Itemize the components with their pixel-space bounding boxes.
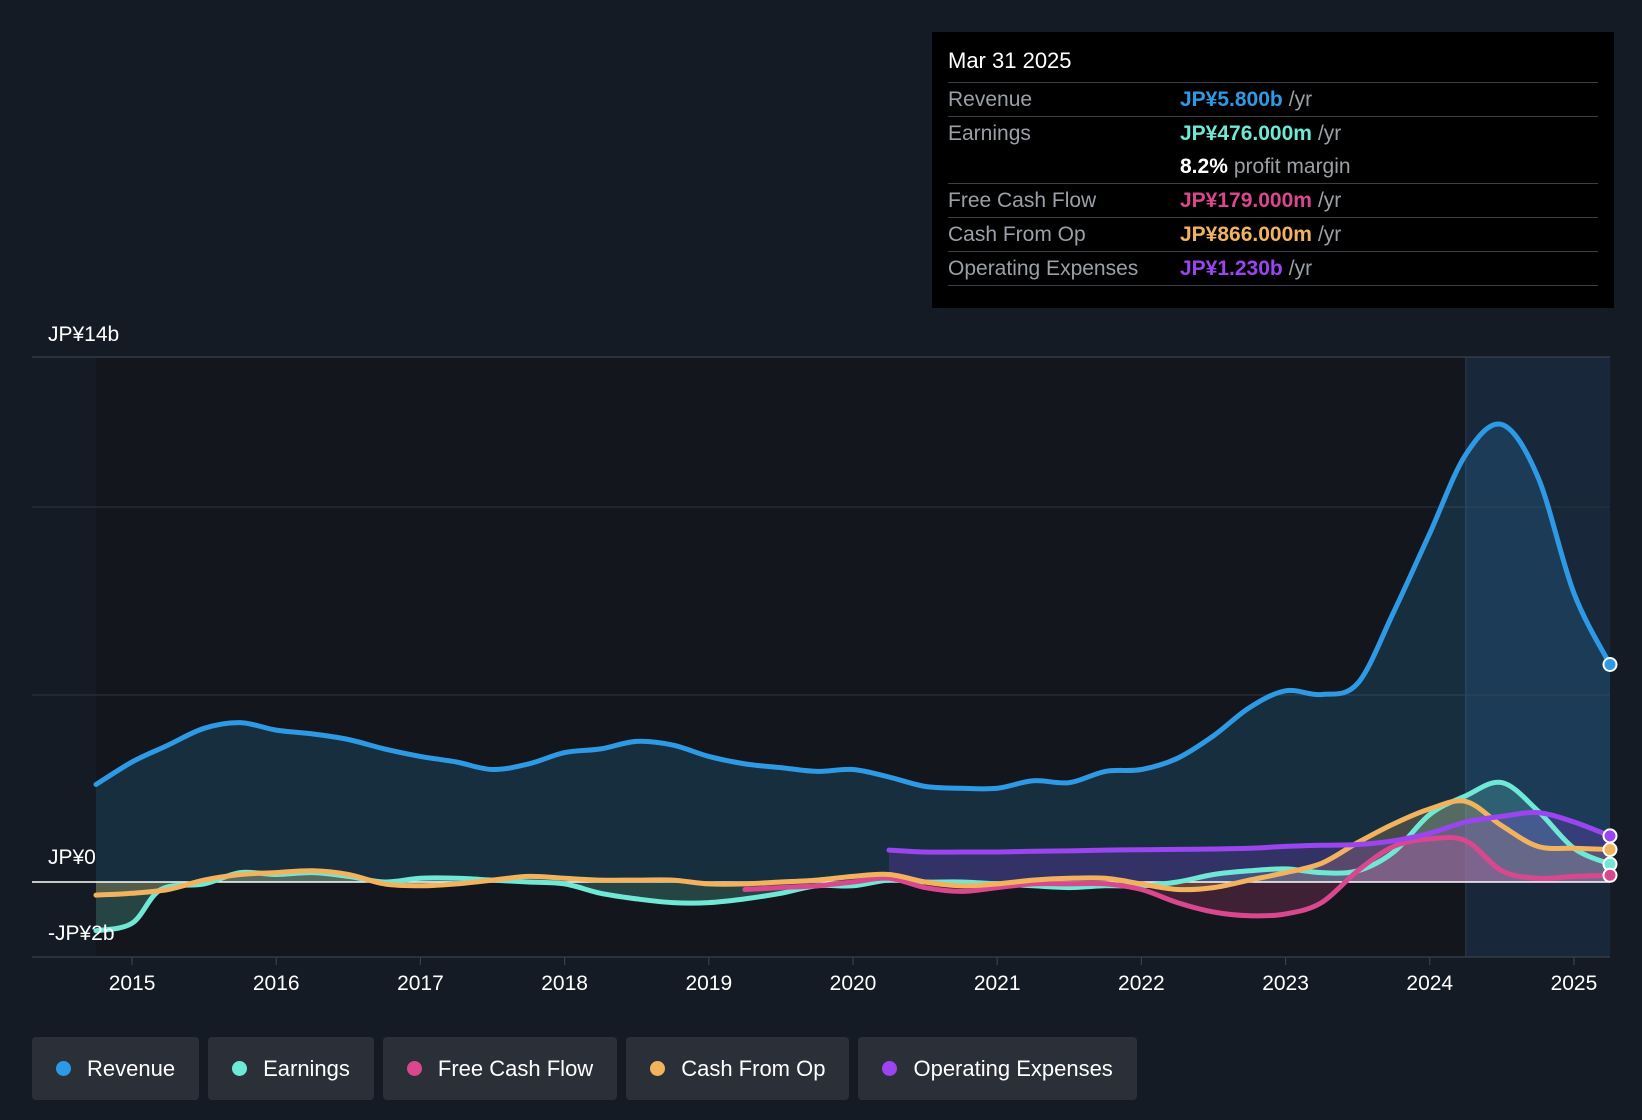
tooltip-row-value: 8.2% bbox=[1180, 154, 1228, 178]
x-tick-label: 2017 bbox=[397, 972, 444, 995]
x-tick-label: 2022 bbox=[1118, 972, 1165, 995]
x-tick-label: 2024 bbox=[1406, 972, 1453, 995]
tooltip-row: Operating Expenses JP¥1.230b/yr bbox=[948, 251, 1598, 286]
tooltip-row: Free Cash Flow JP¥179.000m/yr bbox=[948, 183, 1598, 217]
legend-item-cash-from-op[interactable]: Cash From Op bbox=[626, 1037, 850, 1100]
gridlines bbox=[32, 356, 1610, 958]
tooltip-row-unit: /yr bbox=[1317, 222, 1342, 246]
revenue-line bbox=[93, 421, 1613, 792]
tooltip-row-unit: /yr bbox=[1288, 87, 1313, 111]
y-label-zero: JP¥0 bbox=[48, 846, 96, 869]
x-tick-label: 2019 bbox=[685, 972, 732, 995]
tooltip-row: Cash From Op JP¥866.000m/yr bbox=[948, 217, 1598, 251]
tooltip-row-unit: /yr bbox=[1317, 121, 1342, 145]
operating-expenses-endpoint[interactable] bbox=[1602, 828, 1618, 844]
tooltip-row-label: Earnings bbox=[948, 121, 1031, 145]
y-label-top: JP¥14b bbox=[48, 323, 119, 346]
legend-item-label: Operating Expenses bbox=[913, 1055, 1113, 1081]
x-tick-label: 2018 bbox=[541, 972, 588, 995]
legend-item-revenue[interactable]: Revenue bbox=[32, 1037, 200, 1100]
x-tick-label: 2025 bbox=[1551, 972, 1598, 995]
x-tick-label: 2021 bbox=[974, 972, 1021, 995]
legend-item-label: Earnings bbox=[263, 1055, 350, 1081]
operating-expenses-area bbox=[889, 812, 1610, 882]
tooltip-row-unit: /yr bbox=[1288, 256, 1313, 280]
legend-dot-icon bbox=[232, 1061, 248, 1076]
legend-dot-icon bbox=[882, 1061, 898, 1076]
tooltip-row-value: JP¥866.000m bbox=[1180, 222, 1312, 246]
tooltip-row-unit: /yr bbox=[1317, 188, 1342, 212]
legend-dot-icon bbox=[406, 1061, 422, 1076]
free-cash-flow-endpoint[interactable] bbox=[1602, 867, 1618, 883]
operating-expenses-line bbox=[886, 809, 1613, 855]
cash-from-op-endpoint[interactable] bbox=[1602, 842, 1618, 858]
legend-dot-icon bbox=[56, 1061, 71, 1076]
series-endpoints bbox=[1602, 657, 1618, 883]
legend-item-label: Cash From Op bbox=[681, 1055, 826, 1081]
tooltip-row-value: JP¥1.230b bbox=[1180, 256, 1283, 280]
tooltip-row-label: Free Cash Flow bbox=[948, 188, 1097, 212]
tooltip-row-label: Revenue bbox=[948, 87, 1033, 111]
tooltip-date: Mar 31 2025 bbox=[948, 48, 1072, 73]
tooltip-row: Revenue JP¥5.800b/yr bbox=[948, 82, 1598, 116]
free-cash-flow-area bbox=[744, 837, 1610, 916]
cash-from-op-area bbox=[96, 800, 1610, 896]
tooltip-rows: Revenue JP¥5.800b/yr Earnings JP¥476.000m/y… bbox=[948, 82, 1598, 286]
revenue-endpoint[interactable] bbox=[1602, 657, 1618, 672]
legend-item-operating-expenses[interactable]: Operating Expenses bbox=[858, 1037, 1137, 1100]
past-region-shade bbox=[96, 357, 1466, 957]
x-tick-label: 2016 bbox=[253, 972, 300, 995]
tooltip-row-value: JP¥179.000m bbox=[1180, 188, 1312, 212]
legend-item-label: Revenue bbox=[87, 1055, 176, 1081]
tooltip-row-value: JP¥5.800b bbox=[1180, 87, 1283, 111]
tooltip-row-label: Operating Expenses bbox=[948, 256, 1139, 280]
x-tick-label: 2023 bbox=[1262, 972, 1309, 995]
x-tick-label: 2015 bbox=[109, 972, 156, 995]
legend: Revenue Earnings Free Cash Flow Cash From O… bbox=[32, 1037, 1137, 1100]
tooltip-row-value: JP¥476.000m bbox=[1180, 121, 1312, 145]
tooltip-row-unit: profit margin bbox=[1233, 154, 1351, 178]
y-label-bottom: -JP¥2b bbox=[48, 922, 115, 945]
tooltip-row-label: Cash From Op bbox=[948, 222, 1086, 246]
series-lines bbox=[93, 421, 1613, 934]
legend-item-label: Free Cash Flow bbox=[437, 1055, 594, 1081]
legend-dot-icon bbox=[650, 1061, 666, 1076]
x-axis: 2015 2016 2017 2018 2019 2020 2021 2022 2023 2024… bbox=[109, 957, 1598, 995]
free-cash-flow-line bbox=[742, 834, 1613, 919]
legend-item-free-cash-flow[interactable]: Free Cash Flow bbox=[382, 1037, 618, 1100]
tooltip-row: Earnings JP¥476.000m/yr bbox=[948, 116, 1598, 150]
tooltip-row: 8.2% profit margin bbox=[948, 150, 1598, 183]
legend-item-earnings[interactable]: Earnings bbox=[208, 1037, 374, 1100]
tooltip: Mar 31 2025 Revenue JP¥5.800b/yr Earnings J… bbox=[932, 32, 1614, 308]
x-tick-label: 2020 bbox=[830, 972, 877, 995]
